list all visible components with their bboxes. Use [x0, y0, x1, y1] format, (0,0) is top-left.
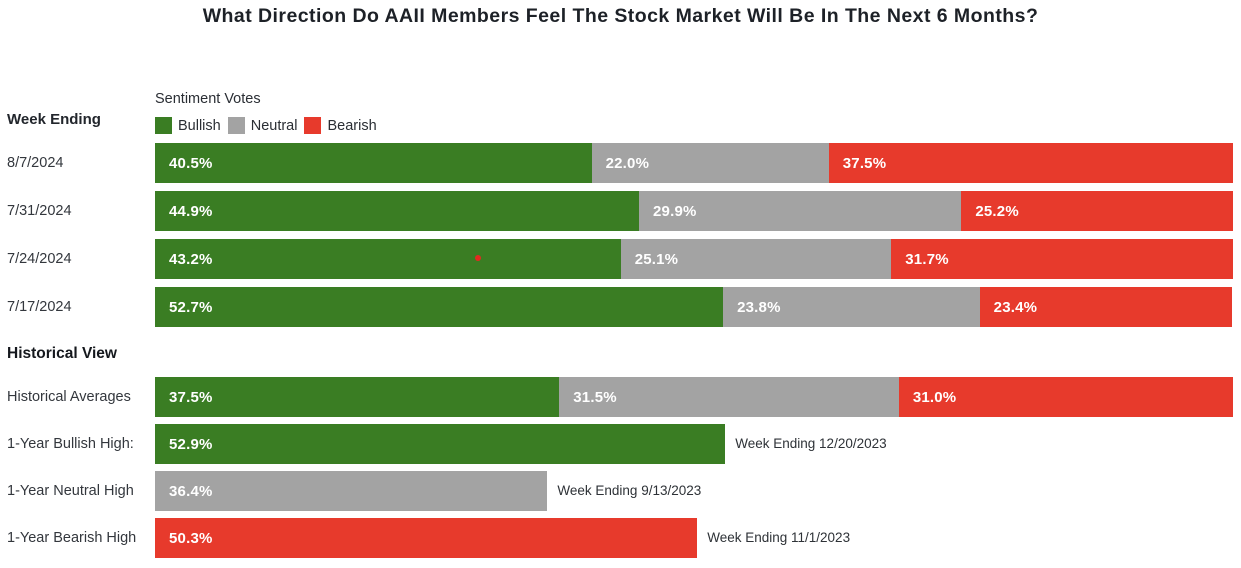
bullish-segment: 44.9%	[155, 191, 640, 231]
stacked-bar: 36.4%	[155, 471, 548, 511]
neutral-segment: 25.1%	[620, 239, 892, 279]
bar-value-label: 37.5%	[169, 388, 213, 406]
sentiment-bar-row: 7/24/2024 43.2% 25.1% 31.7%	[0, 239, 1241, 279]
historical-row-label: Historical Averages	[7, 389, 131, 405]
red-dot-marker	[475, 255, 481, 261]
neutral-swatch-icon	[227, 117, 245, 134]
neutral-segment: 36.4%	[155, 471, 548, 511]
bearish-segment: 50.3%	[155, 518, 698, 558]
bar-value-label: 50.3%	[169, 529, 213, 547]
week-ending-date: 8/7/2024	[7, 155, 64, 171]
bearish-segment: 31.0%	[898, 377, 1233, 417]
bearish-segment: 37.5%	[828, 143, 1233, 183]
week-ending-header: Week Ending	[7, 111, 101, 128]
bullish-segment: 40.5%	[155, 143, 592, 183]
sentiment-bar-row: 8/7/2024 40.5% 22.0% 37.5%	[0, 143, 1241, 183]
sentiment-bar-row: Historical Averages 37.5% 31.5% 31.0%	[0, 377, 1241, 417]
bullish-segment: 37.5%	[155, 377, 560, 417]
sentiment-bar-row: 1-Year Bullish High: 52.9% Week Ending 12/…	[0, 424, 1241, 464]
historical-view-heading: Historical View	[7, 345, 117, 362]
week-ending-date: 7/31/2024	[7, 203, 72, 219]
bar-value-label: 31.5%	[573, 388, 617, 406]
bar-value-label: 43.2%	[169, 250, 213, 268]
bar-value-label: 22.0%	[605, 154, 650, 172]
sentiment-bar-row: 1-Year Bearish High 50.3% Week Ending 11/1…	[0, 518, 1241, 558]
bullish-segment: 43.2%	[155, 239, 621, 279]
stacked-bar: 44.9% 29.9% 25.2%	[155, 191, 1233, 231]
week-ending-date: 7/17/2024	[7, 299, 72, 315]
neutral-segment: 29.9%	[639, 191, 962, 231]
bar-value-label: 52.9%	[169, 435, 213, 453]
legend-item-bullish: Bullish	[155, 117, 221, 134]
bar-value-label: 36.4%	[169, 482, 213, 500]
bearish-segment: 23.4%	[979, 287, 1232, 327]
bar-value-label: 31.0%	[912, 388, 957, 406]
legend: Bullish Neutral Bearish	[155, 117, 384, 134]
neutral-segment: 22.0%	[591, 143, 829, 183]
bar-value-label: 37.5%	[842, 154, 887, 172]
stacked-bar: 52.7% 23.8% 23.4%	[155, 287, 1232, 327]
historical-row-label: 1-Year Neutral High	[7, 483, 134, 499]
bar-value-label: 44.9%	[169, 202, 213, 220]
sentiment-bar-row: 7/31/2024 44.9% 29.9% 25.2%	[0, 191, 1241, 231]
stacked-bar: 37.5% 31.5% 31.0%	[155, 377, 1233, 417]
bearish-segment: 25.2%	[961, 191, 1233, 231]
bearish-segment: 31.7%	[891, 239, 1233, 279]
legend-label-bearish: Bearish	[327, 117, 377, 134]
neutral-segment: 23.8%	[723, 287, 980, 327]
historical-row-label: 1-Year Bullish High:	[7, 436, 134, 452]
bar-value-label: 52.7%	[169, 298, 213, 316]
legend-item-neutral: Neutral	[227, 117, 298, 134]
stacked-bar: 50.3%	[155, 518, 698, 558]
stacked-bar: 40.5% 22.0% 37.5%	[155, 143, 1233, 183]
bullish-swatch-icon	[155, 117, 172, 134]
bar-value-label: 23.4%	[993, 298, 1038, 316]
neutral-segment: 31.5%	[559, 377, 899, 417]
bullish-segment: 52.7%	[155, 287, 724, 327]
annotation-week-ending: Week Ending 9/13/2023	[557, 483, 702, 498]
bar-value-label: 29.9%	[653, 202, 697, 220]
bar-value-label: 40.5%	[169, 154, 213, 172]
stacked-bar: 52.9%	[155, 424, 726, 464]
stacked-bar: 43.2% 25.1% 31.7%	[155, 239, 1233, 279]
annotation-week-ending: Week Ending 11/1/2023	[707, 530, 851, 545]
bar-value-label: 23.8%	[737, 298, 781, 316]
bearish-swatch-icon	[304, 117, 322, 134]
legend-label-neutral: Neutral	[250, 117, 298, 134]
historical-row-label: 1-Year Bearish High	[7, 530, 137, 546]
sentiment-bar-row: 1-Year Neutral High 36.4% Week Ending 9/13…	[0, 471, 1241, 511]
legend-item-bearish: Bearish	[304, 117, 377, 134]
sentiment-bar-row: 7/17/2024 52.7% 23.8% 23.4%	[0, 287, 1241, 327]
bar-value-label: 31.7%	[905, 250, 949, 268]
bar-value-label: 25.2%	[975, 202, 1019, 220]
chart-title: What Direction Do AAII Members Feel The …	[202, 5, 1039, 27]
bar-value-label: 25.1%	[634, 250, 679, 268]
bullish-segment: 52.9%	[155, 424, 726, 464]
annotation-week-ending: Week Ending 12/20/2023	[735, 436, 887, 451]
week-ending-date: 7/24/2024	[7, 251, 72, 267]
legend-title: Sentiment Votes	[155, 91, 261, 107]
legend-label-bullish: Bullish	[178, 117, 221, 134]
